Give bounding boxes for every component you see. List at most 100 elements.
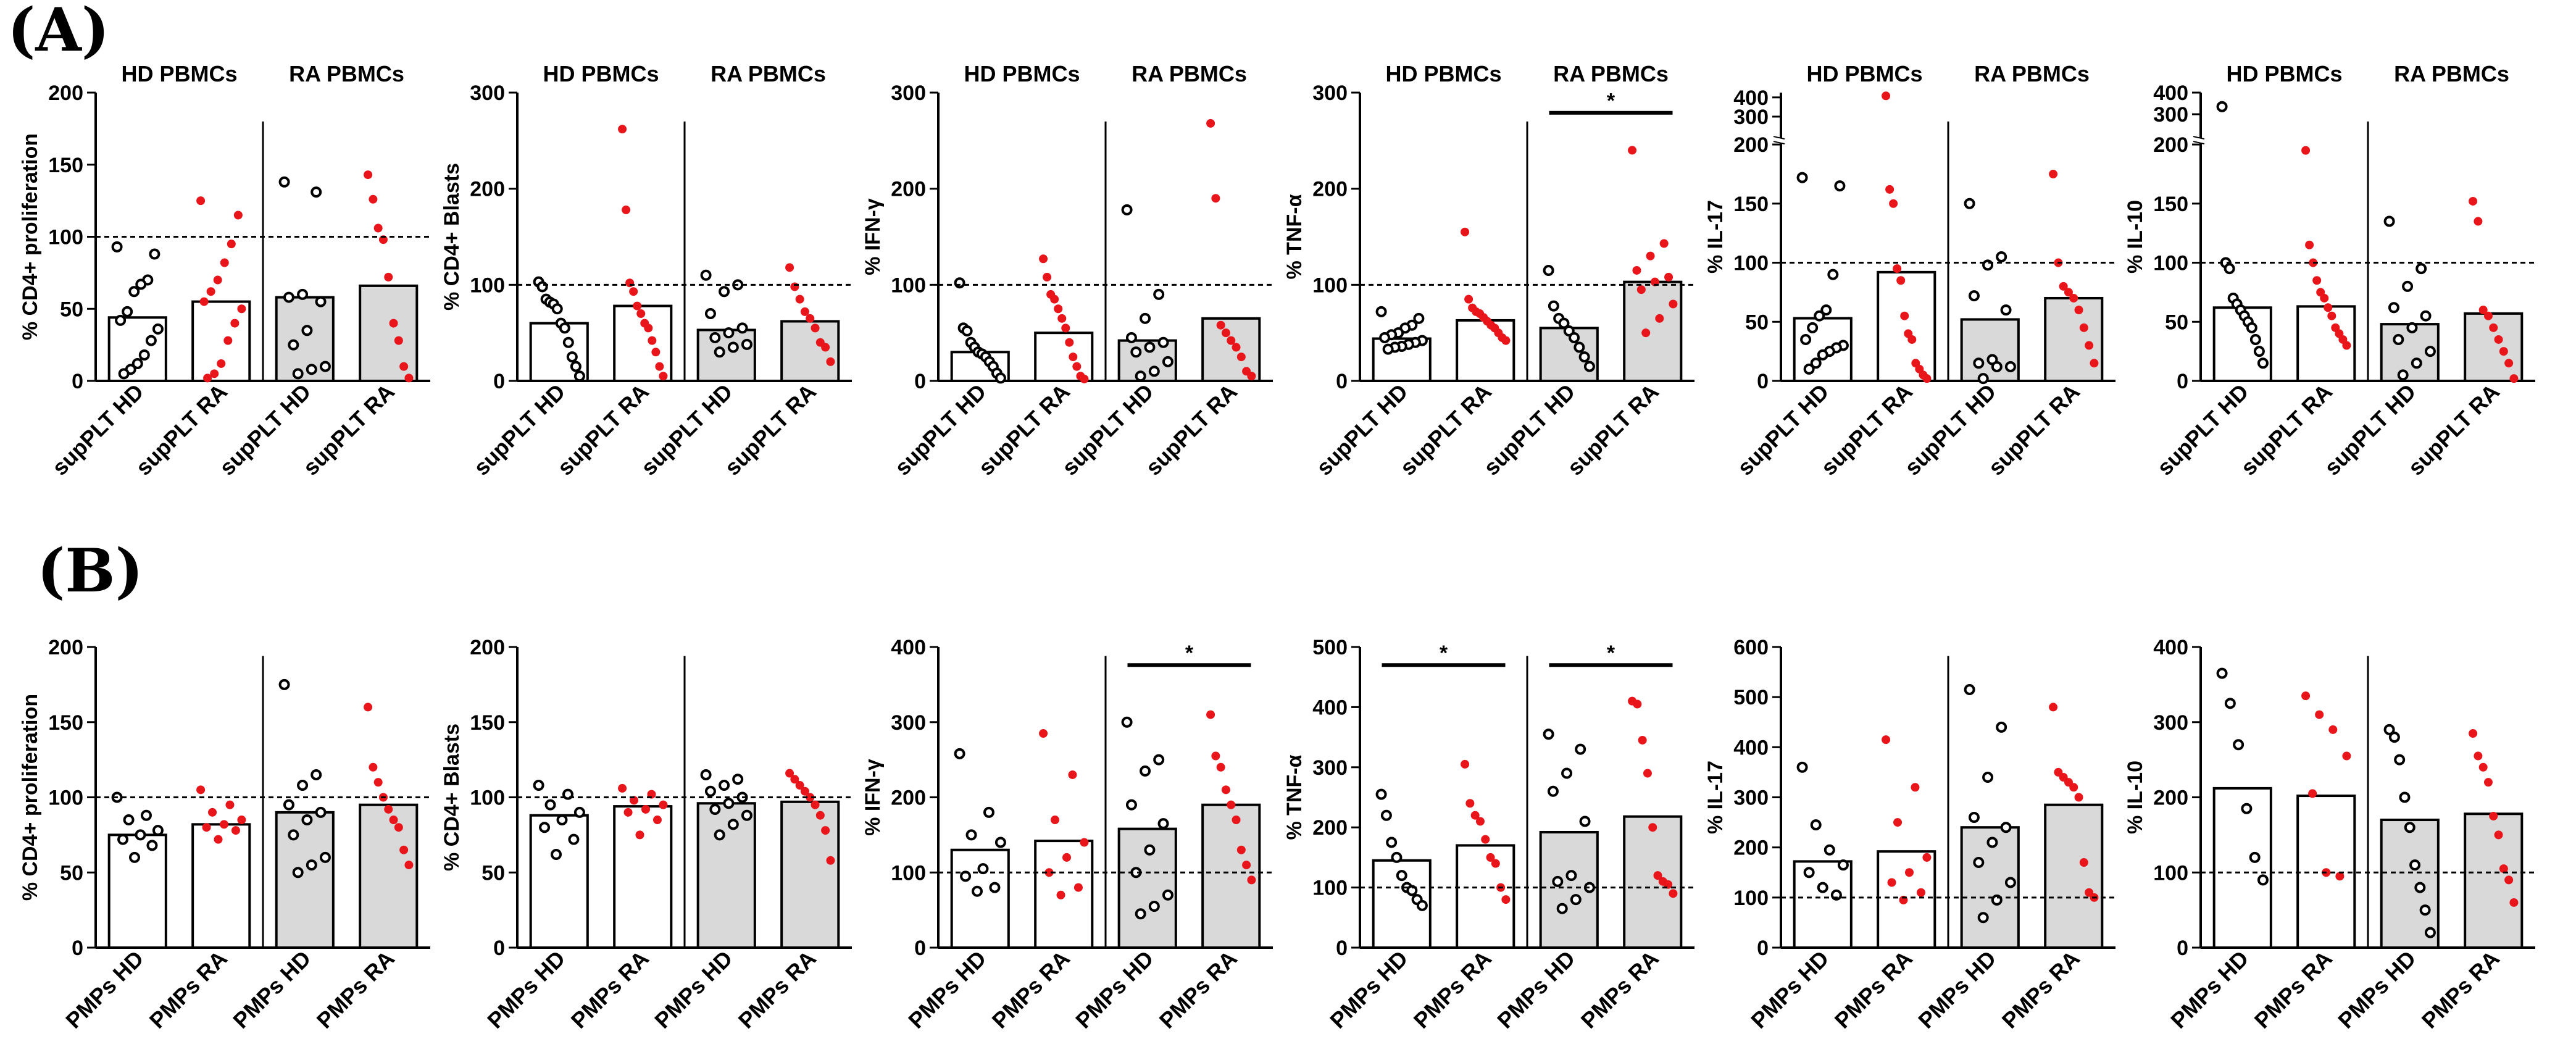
data-point-hd — [2004, 877, 2016, 888]
panel-label-a: (A) — [7, 0, 110, 65]
data-point-ra — [1061, 323, 1070, 333]
data-point-ra — [364, 170, 373, 180]
data-point-ra — [655, 362, 664, 371]
data-point-ra — [618, 783, 627, 793]
y-tick-label: 50 — [2165, 311, 2188, 334]
significance-label: * — [1185, 641, 1194, 665]
bar — [107, 833, 167, 949]
data-point-ra — [1475, 817, 1485, 826]
data-point-hd — [2004, 361, 2016, 373]
data-point-hd — [1578, 351, 1590, 363]
panel-label-b: (B) — [37, 536, 143, 606]
data-point-hd — [2249, 851, 2261, 863]
data-point-ra — [1211, 194, 1220, 203]
group-label-hd: HD PBMCs — [1385, 61, 1501, 86]
y-tick-label: 100 — [1733, 887, 1769, 910]
data-point-ra — [231, 826, 240, 835]
data-point-hd — [2216, 101, 2228, 112]
data-point-hd — [2388, 302, 2399, 314]
data-point-ra — [1648, 823, 1657, 832]
data-point-ra — [1206, 710, 1215, 719]
data-point-hd — [1380, 809, 1392, 821]
data-point-hd — [727, 819, 739, 830]
data-point-ra — [2301, 691, 2311, 701]
data-point-hd — [1834, 180, 1846, 192]
data-point-ra — [1068, 770, 1077, 779]
y-tick-label: 200 — [1312, 178, 1348, 201]
y-tick-label: 500 — [1312, 636, 1348, 659]
data-point-ra — [1501, 336, 1511, 345]
y-axis-label: % IL-10 — [2124, 761, 2147, 834]
data-point-hd — [288, 829, 299, 841]
data-point-ra — [1893, 264, 1902, 273]
data-point-hd — [1973, 357, 1985, 369]
data-point-hd — [533, 780, 544, 791]
data-point-ra — [1073, 883, 1083, 892]
data-point-ra — [1057, 314, 1067, 323]
data-point-hd — [1144, 341, 1156, 353]
data-point-ra — [1221, 785, 1230, 795]
data-point-hd — [723, 327, 735, 339]
data-point-hd — [1125, 799, 1137, 811]
data-point-ra — [2069, 783, 2078, 792]
data-point-hd — [732, 774, 744, 785]
data-point-hd — [1148, 365, 1160, 377]
data-point-ra — [1900, 311, 1909, 320]
data-point-ra — [659, 372, 668, 381]
data-point-ra — [1922, 374, 1932, 383]
data-point-ra — [2079, 323, 2088, 332]
data-point-ra — [1242, 861, 1251, 870]
data-point-hd — [146, 840, 158, 851]
data-point-hd — [1968, 811, 1980, 823]
y-axis-label: % CD4+ Blasts — [440, 163, 464, 311]
y-tick-label: 0 — [493, 937, 505, 960]
axis-break-mark — [2193, 141, 2205, 145]
data-point-hd — [297, 288, 309, 300]
y-tick-label: 50 — [481, 861, 505, 885]
data-point-hd — [115, 314, 127, 326]
data-point-ra — [826, 357, 835, 366]
data-point-ra — [790, 282, 799, 291]
data-point-hd — [1157, 818, 1169, 830]
data-point-hd — [741, 809, 752, 821]
data-point-ra — [1054, 304, 1063, 314]
data-point-ra — [237, 816, 246, 825]
data-point-hd — [2249, 333, 2261, 345]
x-tick-label: PMPs RA — [2249, 946, 2337, 1033]
data-point-ra — [785, 769, 794, 778]
data-point-hd — [1558, 317, 1570, 329]
data-point-hd — [2388, 732, 2400, 743]
data-point-ra — [795, 781, 804, 790]
group-label-ra: RA PBMCs — [289, 61, 404, 86]
data-point-ra — [821, 826, 830, 835]
x-tick-label: supPLT RA — [1983, 379, 2085, 480]
y-tick-label: 150 — [1733, 193, 1769, 216]
y-tick-label: 0 — [1757, 370, 1769, 393]
data-point-hd — [1162, 889, 1173, 901]
data-point-hd — [573, 806, 585, 818]
data-point-ra — [1916, 888, 1925, 897]
data-point-hd — [709, 803, 721, 815]
y-tick-label: 0 — [2177, 937, 2188, 960]
y-tick-label: 200 — [470, 636, 505, 659]
data-point-ra — [622, 205, 631, 214]
data-point-ra — [394, 823, 403, 832]
data-point-ra — [1486, 853, 1495, 862]
data-point-hd — [704, 785, 716, 797]
data-point-hd — [1561, 767, 1573, 779]
data-point-hd — [2404, 822, 2416, 833]
data-point-hd — [1820, 304, 1832, 316]
data-point-hd — [1964, 198, 1975, 209]
data-point-ra — [1885, 185, 1894, 194]
data-point-ra — [1464, 294, 1473, 304]
data-point-ra — [2483, 778, 2493, 787]
data-point-hd — [1977, 373, 1989, 385]
axis-break-mark — [1773, 141, 1785, 145]
data-point-hd — [1964, 683, 1975, 695]
y-tick-label: 100 — [470, 273, 505, 297]
data-point-ra — [826, 856, 835, 865]
bar — [2212, 787, 2272, 949]
data-point-ra — [1206, 119, 1215, 128]
